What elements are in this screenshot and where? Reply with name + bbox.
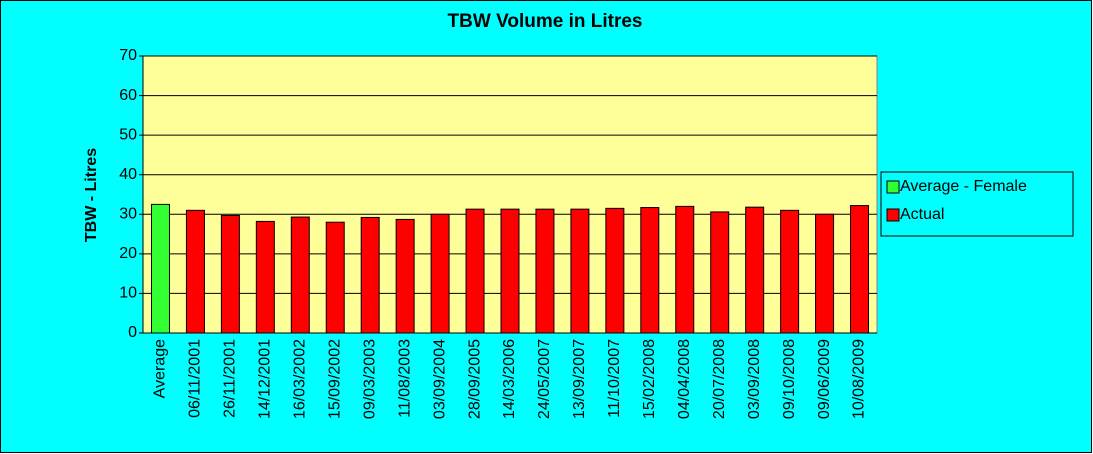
y-tick-label: 50 [119, 126, 137, 143]
bar [710, 211, 730, 334]
bar [815, 213, 835, 334]
x-tick-label: 03/09/2004 [431, 339, 448, 419]
bar [535, 208, 555, 334]
y-tick-label: 0 [128, 324, 137, 341]
bar [675, 205, 695, 334]
x-tick-label: 11/08/2003 [396, 339, 413, 418]
x-tick-label: 26/11/2001 [222, 339, 239, 418]
x-tick-label: 09/10/2008 [781, 339, 798, 419]
bar [640, 207, 660, 334]
x-tick-label: 20/07/2008 [711, 339, 728, 419]
bar [500, 208, 520, 334]
y-tick-label: 30 [119, 206, 137, 223]
bar [220, 214, 240, 334]
bar [360, 216, 380, 334]
y-tick-label: 40 [119, 166, 137, 183]
x-tick-label: 04/04/2008 [676, 339, 693, 419]
y-tick-label: 70 [119, 47, 137, 64]
legend-label: Average - Female [900, 178, 1027, 195]
legend-label: Actual [900, 206, 944, 223]
bar [605, 207, 625, 334]
x-tick-label: 14/12/2001 [257, 339, 274, 419]
bar [465, 208, 485, 334]
x-tick-label: 09/03/2003 [361, 339, 378, 419]
bar [780, 209, 800, 334]
x-tick-label: 11/10/2007 [606, 339, 623, 418]
legend-swatch [886, 208, 900, 222]
x-tick-label: 15/09/2002 [326, 339, 343, 419]
bar [325, 221, 345, 334]
x-tick-label: 16/03/2002 [292, 339, 309, 419]
x-tick-label: Average [152, 339, 169, 398]
x-tick-label: 14/03/2006 [501, 339, 518, 419]
y-tick-label: 20 [119, 245, 137, 262]
x-tick-label: 28/09/2005 [466, 339, 483, 419]
bar [570, 208, 590, 334]
bar [430, 213, 450, 334]
x-tick-label: 24/05/2007 [536, 339, 553, 419]
bar [745, 206, 765, 334]
y-tick-label: 60 [119, 87, 137, 104]
legend-swatch [886, 180, 900, 194]
y-axis-label: TBW - Litres [83, 148, 100, 242]
bar [395, 218, 415, 334]
y-tick-label: 10 [119, 285, 137, 302]
x-tick-label: 09/06/2009 [816, 339, 833, 419]
x-tick-label: 10/08/2009 [851, 339, 868, 419]
bar [290, 216, 310, 334]
x-tick-label: 15/02/2008 [641, 339, 658, 419]
x-tick-label: 03/09/2008 [746, 339, 763, 419]
bar [255, 220, 275, 334]
chart-title: TBW Volume in Litres [448, 11, 643, 32]
bar [850, 205, 870, 334]
bar [150, 203, 170, 334]
legend-box [880, 171, 1074, 237]
bar [185, 209, 205, 334]
x-tick-label: 06/11/2001 [187, 339, 204, 418]
x-tick-label: 13/09/2007 [571, 339, 588, 419]
